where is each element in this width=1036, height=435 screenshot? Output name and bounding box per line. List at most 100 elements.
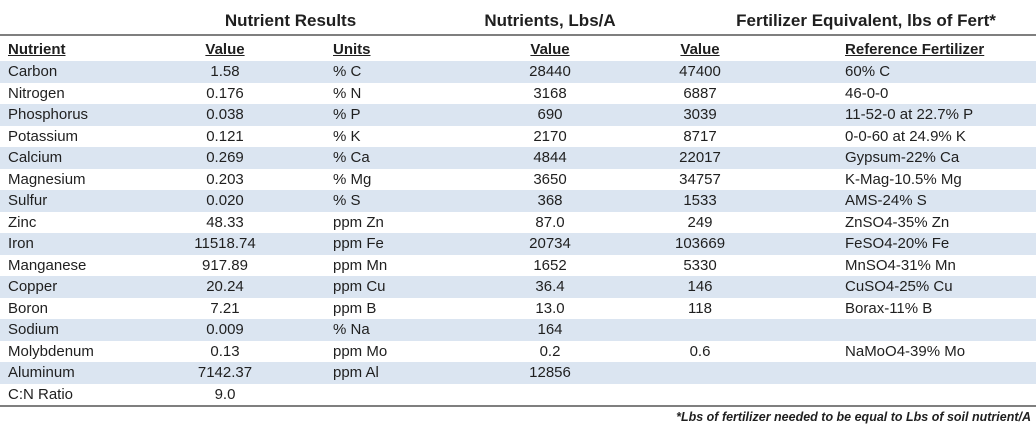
table-head: Nutrient Results Nutrients, Lbs/A Fertil… [0,7,1036,61]
group-header-nutrients-lbs-per-acre: Nutrients, Lbs/A [460,7,641,36]
cell-value-result: 48.33 [206,213,244,231]
cell-value-fert-equiv: 47400 [679,63,721,81]
cell-reference-fertilizer: 0-0-60 at 24.9% K [845,127,966,145]
cell-reference-fertilizer: FeSO4-20% Fe [845,235,950,253]
col-header-value-result: Value [205,41,245,58]
group-header-row: Nutrient Results Nutrients, Lbs/A Fertil… [0,7,1036,36]
cell-value-lbs-per-acre: 368 [537,192,563,210]
cell-value-fert-equiv: 0.6 [689,342,711,360]
cell-value-result: 917.89 [202,256,248,274]
cell-reference-fertilizer: 60% C [845,63,891,81]
cell-value-lbs-per-acre: 87.0 [535,213,565,231]
cell-value-lbs-per-acre: 13.0 [535,299,565,317]
table-row: Molybdenum 0.13 ppm Mo 0.2 0.6 NaMoO4-39… [0,341,1036,363]
cell-value-lbs-per-acre: 12856 [529,364,571,382]
cell-value-result: 7142.37 [197,364,253,382]
table-row: Sulfur 0.020 % S 368 1533 AMS-24% S [0,190,1036,212]
cell-value-lbs-per-acre: 36.4 [535,278,565,296]
table-row: Phosphorus 0.038 % P 690 3039 11-52-0 at… [0,104,1036,126]
cell-value-result: 20.24 [206,278,244,296]
cell-nutrient: Magnesium [8,170,86,188]
cell-value-result: 0.020 [206,192,244,210]
table-row: Boron 7.21 ppm B 13.0 118 Borax-11% B [0,298,1036,320]
cell-value-lbs-per-acre [460,383,641,407]
cell-value-result: 9.0 [185,383,265,407]
cell-value-fert-equiv [640,362,760,384]
table-row: Carbon 1.58 % C 28440 47400 60% C [0,61,1036,83]
cell-value-lbs-per-acre: 3168 [533,84,567,102]
cell-value-fert-equiv: 22017 [679,149,721,167]
cell-reference-fertilizer [760,319,1036,341]
cell-units: % K [333,127,361,145]
col-header-units: Units [333,41,371,58]
table-row: Manganese 917.89 ppm Mn 1652 5330 MnSO4-… [0,255,1036,277]
column-header-row: Nutrient Value Units Value Value Referen… [0,35,1036,61]
table-body: Carbon 1.58 % C 28440 47400 60% C Nitrog… [0,61,1036,407]
cell-nutrient: Copper [8,278,58,296]
cell-units: % Ca [333,149,370,167]
group-header-fertilizer-equivalent: Fertilizer Equivalent, lbs of Fert* [640,7,1036,36]
cell-reference-fertilizer: K-Mag-10.5% Mg [845,170,962,188]
cell-nutrient: Molybdenum [8,342,94,360]
cell-reference-fertilizer: Borax-11% B [845,299,933,317]
cell-value-result: 11518.74 [194,235,256,253]
cell-reference-fertilizer: ZnSO4-35% Zn [845,213,950,231]
cell-value-lbs-per-acre: 28440 [529,63,571,81]
cell-units: % N [333,84,362,102]
table-row: Sodium 0.009 % Na 164 [0,319,1036,341]
cell-units: ppm Fe [333,235,384,253]
cell-value-result: 0.269 [206,149,244,167]
col-header-nutrient: Nutrient [8,41,66,58]
cell-value-result: 0.203 [206,170,244,188]
cell-nutrient: Sulfur [8,192,48,210]
cell-reference-fertilizer: CuSO4-25% Cu [845,278,953,296]
cell-nutrient: Manganese [8,256,87,274]
group-header-nutrient-results: Nutrient Results [185,7,461,36]
cell-value-result: 7.21 [210,299,240,317]
cell-units: ppm Mn [333,256,388,274]
cell-value-fert-equiv: 3039 [683,106,717,124]
cell-value-result: 0.009 [206,321,244,339]
table-row: Iron 11518.74 ppm Fe 20734 103669 FeSO4-… [0,233,1036,255]
cell-nutrient: Sodium [8,321,59,339]
cell-value-lbs-per-acre: 1652 [533,256,567,274]
group-header-spacer [0,7,185,36]
cell-units: % Na [333,321,370,339]
cell-value-lbs-per-acre: 20734 [529,235,571,253]
cell-nutrient: Iron [8,235,34,253]
cell-value-fert-equiv: 8717 [683,127,717,145]
cell-units: ppm Al [333,364,379,382]
cell-value-fert-equiv: 249 [687,213,713,231]
cell-value-fert-equiv: 1533 [683,192,717,210]
cell-nutrient: Carbon [8,63,58,81]
cell-units: ppm Zn [333,213,384,231]
cell-nutrient: Potassium [8,127,79,145]
table-row: Copper 20.24 ppm Cu 36.4 146 CuSO4-25% C… [0,276,1036,298]
cell-reference-fertilizer: MnSO4-31% Mn [845,256,956,274]
table-row: Zinc 48.33 ppm Zn 87.0 249 ZnSO4-35% Zn [0,212,1036,234]
cell-nutrient: Aluminum [8,364,75,382]
cell-value-result: 1.58 [210,63,240,81]
cell-nutrient: Phosphorus [8,106,89,124]
cell-value-lbs-per-acre: 0.2 [539,342,561,360]
cell-units: ppm Cu [333,278,386,296]
cell-value-result: 0.121 [206,127,244,145]
cell-units: ppm B [333,299,377,317]
cell-reference-fertilizer [760,362,1036,384]
cell-value-fert-equiv: 146 [687,278,713,296]
cell-units: ppm Mo [333,342,388,360]
table-row: Nitrogen 0.176 % N 3168 6887 46-0-0 [0,83,1036,105]
table-row: Aluminum 7142.37 ppm Al 12856 [0,362,1036,384]
nutrient-results-table: Nutrient Results Nutrients, Lbs/A Fertil… [0,7,1036,407]
table-row: Magnesium 0.203 % Mg 3650 34757 K-Mag-10… [0,169,1036,191]
cell-nutrient: Boron [8,299,49,317]
cell-reference-fertilizer: 11-52-0 at 22.7% P [845,106,974,124]
cell-value-fert-equiv [640,383,761,407]
cell-value-fert-equiv: 34757 [679,170,721,188]
table-row: Calcium 0.269 % Ca 4844 22017 Gypsum-22%… [0,147,1036,169]
cell-units: % S [333,192,361,210]
cell-reference-fertilizer: AMS-24% S [845,192,927,210]
cell-nutrient: Nitrogen [8,84,65,102]
cell-value-result: 0.13 [210,342,240,360]
cell-reference-fertilizer [760,383,1036,407]
